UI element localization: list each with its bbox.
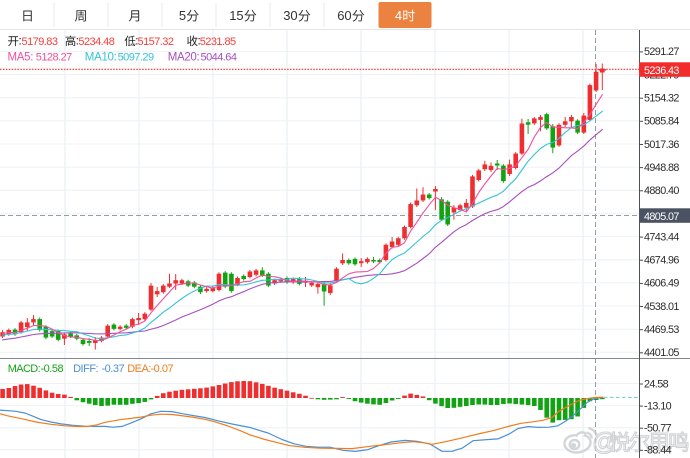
svg-text:4606.49: 4606.49 bbox=[644, 278, 679, 290]
svg-text:MA5:: MA5: bbox=[8, 52, 34, 64]
svg-text:30: 30 bbox=[283, 8, 297, 23]
svg-text::: : bbox=[198, 36, 201, 48]
svg-text::: : bbox=[19, 36, 22, 48]
svg-text:5231.85: 5231.85 bbox=[200, 36, 236, 48]
svg-text::: : bbox=[135, 36, 138, 48]
svg-text::: : bbox=[76, 36, 79, 48]
svg-text:5234.48: 5234.48 bbox=[78, 36, 114, 48]
svg-text:MA10:: MA10: bbox=[85, 52, 117, 64]
svg-text:5128.27: 5128.27 bbox=[36, 52, 72, 64]
svg-text:5157.32: 5157.32 bbox=[138, 36, 174, 48]
svg-text:15: 15 bbox=[229, 8, 243, 23]
svg-text:4: 4 bbox=[395, 8, 402, 23]
svg-text:4948.88: 4948.88 bbox=[644, 162, 679, 174]
svg-text:24.58: 24.58 bbox=[644, 378, 669, 390]
svg-text:5236.43: 5236.43 bbox=[644, 65, 679, 77]
svg-text:60: 60 bbox=[337, 8, 351, 23]
svg-text:4538.01: 4538.01 bbox=[644, 301, 679, 313]
svg-text:-0.37: -0.37 bbox=[102, 363, 125, 375]
svg-text:5: 5 bbox=[179, 8, 186, 23]
svg-text:4880.40: 4880.40 bbox=[644, 185, 679, 197]
svg-text:-50.77: -50.77 bbox=[644, 423, 672, 435]
svg-text:4674.96: 4674.96 bbox=[644, 255, 679, 267]
svg-text:-0.07: -0.07 bbox=[151, 363, 174, 375]
svg-text:5097.29: 5097.29 bbox=[118, 52, 154, 64]
svg-text:4401.05: 4401.05 bbox=[644, 347, 679, 359]
svg-text:MA20:: MA20: bbox=[168, 52, 200, 64]
svg-text:MACD:: MACD: bbox=[8, 363, 41, 375]
svg-text:4805.07: 4805.07 bbox=[644, 211, 679, 223]
svg-text:DIFF:: DIFF: bbox=[73, 363, 98, 375]
svg-text:5154.32: 5154.32 bbox=[644, 93, 679, 105]
svg-text:5179.83: 5179.83 bbox=[22, 36, 58, 48]
svg-text:4469.53: 4469.53 bbox=[644, 324, 679, 336]
svg-text:4743.44: 4743.44 bbox=[644, 231, 679, 243]
svg-text:5044.64: 5044.64 bbox=[201, 52, 237, 64]
svg-text:5291.27: 5291.27 bbox=[644, 46, 679, 58]
svg-text:DEA:: DEA: bbox=[127, 363, 151, 375]
svg-text:-13.10: -13.10 bbox=[644, 400, 672, 412]
svg-text:5017.36: 5017.36 bbox=[644, 139, 679, 151]
svg-text:-0.58: -0.58 bbox=[41, 363, 64, 375]
svg-text:5085.84: 5085.84 bbox=[644, 116, 679, 128]
svg-text:-88.44: -88.44 bbox=[644, 445, 672, 457]
